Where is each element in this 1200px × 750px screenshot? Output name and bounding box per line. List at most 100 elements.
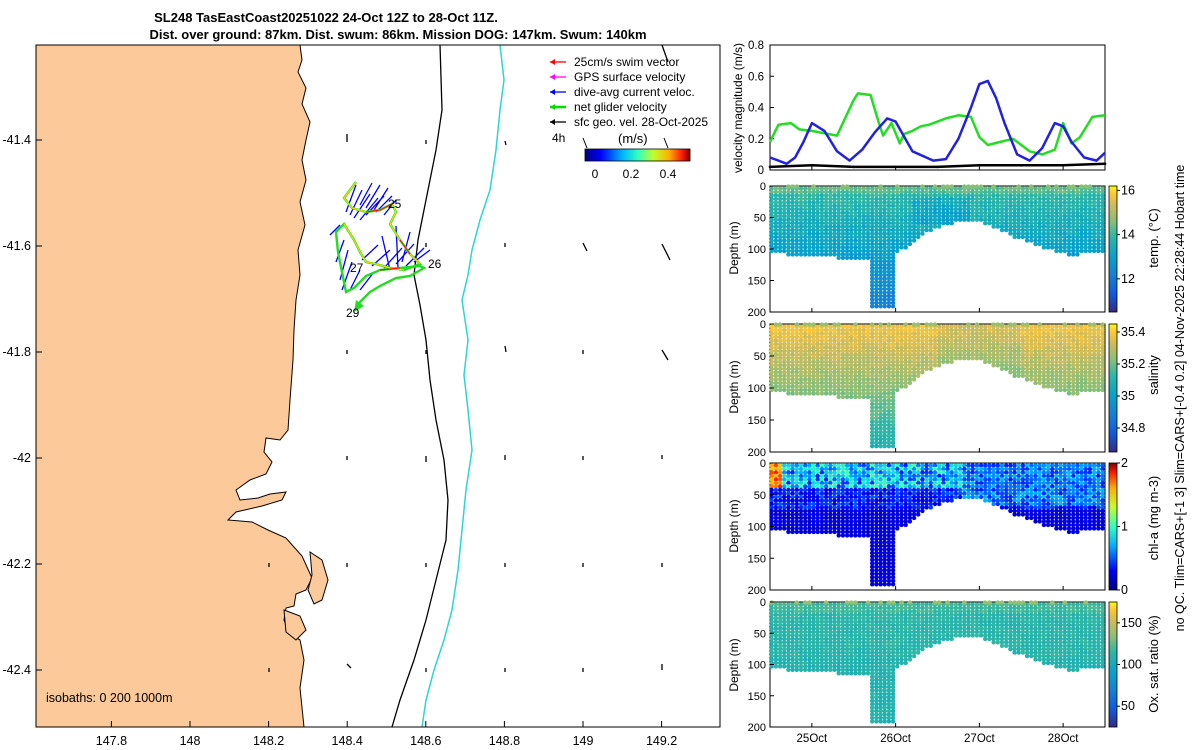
section-point bbox=[886, 286, 892, 292]
section-point bbox=[815, 529, 820, 535]
section-point bbox=[815, 200, 820, 205]
section-point bbox=[870, 283, 875, 288]
section-point bbox=[849, 203, 854, 208]
section-point bbox=[819, 667, 825, 672]
section-point bbox=[794, 193, 799, 198]
section-point bbox=[844, 238, 850, 243]
section-point bbox=[823, 196, 829, 202]
section-point bbox=[874, 269, 879, 274]
section-point bbox=[819, 529, 825, 535]
section-point bbox=[786, 234, 791, 240]
section-point bbox=[782, 214, 787, 219]
section-point bbox=[886, 217, 892, 222]
section-point bbox=[882, 217, 887, 222]
section-point bbox=[886, 300, 892, 306]
section-point bbox=[794, 196, 799, 202]
section-point bbox=[991, 363, 996, 368]
section-point bbox=[790, 184, 795, 189]
section-point bbox=[786, 217, 791, 222]
section-point bbox=[798, 217, 804, 222]
section-point bbox=[899, 245, 904, 250]
section-point bbox=[890, 582, 896, 587]
section-point bbox=[840, 224, 846, 229]
section-point bbox=[911, 238, 917, 243]
section-point bbox=[773, 207, 779, 212]
section-point bbox=[840, 189, 846, 195]
velocity-series-point bbox=[852, 165, 856, 169]
section-point bbox=[1024, 515, 1030, 521]
section-point bbox=[874, 255, 879, 260]
section-point bbox=[853, 224, 858, 229]
section-point bbox=[832, 193, 837, 198]
section-point bbox=[777, 196, 783, 202]
section-point bbox=[874, 241, 879, 247]
section-point bbox=[874, 200, 879, 205]
section-point bbox=[870, 293, 875, 299]
section-point bbox=[870, 221, 875, 226]
section-point bbox=[828, 214, 833, 219]
section-point bbox=[811, 184, 816, 189]
section-point bbox=[849, 231, 854, 236]
section-point bbox=[890, 189, 896, 195]
section-point bbox=[861, 189, 866, 195]
section-point bbox=[970, 184, 975, 189]
section-y-tick-label: 200 bbox=[748, 585, 766, 597]
section-point bbox=[790, 252, 795, 257]
section-point bbox=[865, 238, 871, 243]
section-point bbox=[853, 193, 858, 198]
section-point bbox=[882, 252, 887, 257]
section-point bbox=[823, 227, 829, 233]
section-point bbox=[790, 200, 795, 205]
section-point bbox=[844, 221, 850, 226]
section-point bbox=[773, 217, 779, 222]
section-point bbox=[782, 210, 787, 215]
section-point bbox=[882, 224, 887, 229]
section-point bbox=[886, 255, 892, 260]
section-point bbox=[878, 300, 883, 306]
section-point bbox=[962, 184, 967, 189]
section-point bbox=[895, 224, 900, 229]
section-point bbox=[870, 241, 875, 247]
land-tasmania bbox=[36, 45, 313, 727]
section-point bbox=[920, 370, 925, 375]
legend-label: 25cm/s swim vector bbox=[574, 55, 679, 69]
section-point bbox=[794, 217, 799, 222]
section-point bbox=[849, 252, 854, 257]
section-point bbox=[803, 207, 808, 212]
section-point bbox=[865, 245, 871, 250]
section-point bbox=[886, 238, 892, 243]
section-point bbox=[878, 245, 883, 250]
section-point bbox=[777, 241, 783, 247]
section-point bbox=[878, 322, 883, 327]
section-point bbox=[844, 245, 850, 250]
section-point bbox=[1050, 384, 1055, 389]
isobath-1000m bbox=[421, 45, 505, 727]
section-point bbox=[832, 529, 837, 535]
colorbar-tick-label: 2 bbox=[1121, 456, 1128, 470]
section-point bbox=[895, 200, 900, 205]
section-point bbox=[882, 241, 887, 247]
section-point bbox=[1008, 322, 1013, 327]
section-point bbox=[857, 241, 862, 247]
legend-label: net glider velocity bbox=[574, 100, 667, 114]
section-point bbox=[928, 227, 933, 233]
section-point bbox=[790, 234, 795, 240]
section-point bbox=[1037, 519, 1042, 524]
section-point bbox=[786, 667, 791, 672]
section-point bbox=[870, 276, 875, 281]
section-point bbox=[803, 252, 808, 257]
section-point bbox=[899, 203, 904, 208]
speed-colorbar bbox=[584, 148, 691, 162]
section-point bbox=[819, 241, 825, 247]
section-point bbox=[832, 252, 837, 257]
section-point bbox=[974, 494, 980, 500]
section-point bbox=[849, 200, 854, 205]
velocity-ylabel: velocity magnitude (m/s) bbox=[731, 43, 745, 173]
section-point bbox=[861, 200, 866, 205]
velocity-series-point bbox=[810, 164, 814, 167]
section-point bbox=[874, 272, 879, 278]
section-point bbox=[798, 234, 804, 240]
section-point bbox=[890, 186, 896, 191]
swim-vector-track bbox=[365, 203, 411, 271]
